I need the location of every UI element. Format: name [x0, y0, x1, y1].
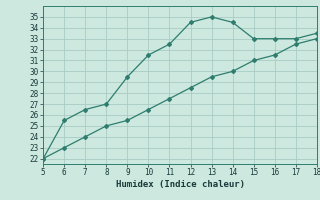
X-axis label: Humidex (Indice chaleur): Humidex (Indice chaleur)	[116, 180, 244, 189]
